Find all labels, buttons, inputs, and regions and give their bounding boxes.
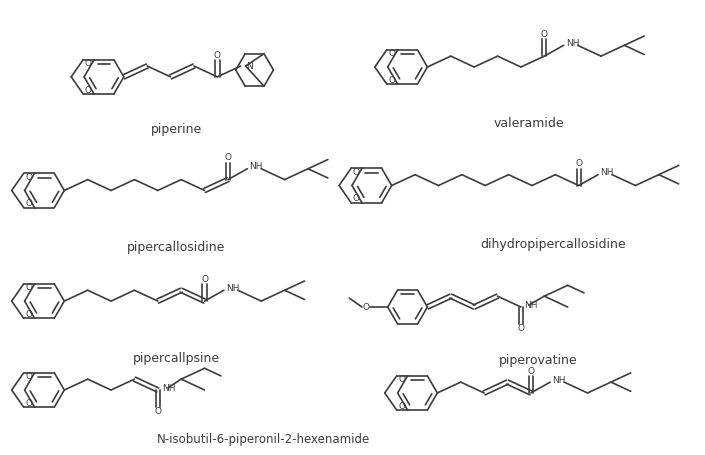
Text: O: O — [214, 51, 221, 60]
Text: O: O — [517, 324, 525, 333]
Text: O: O — [154, 407, 161, 416]
Text: O: O — [201, 275, 208, 284]
Text: NH: NH — [552, 376, 565, 384]
Text: NH: NH — [226, 284, 240, 293]
Text: O: O — [352, 168, 360, 177]
Text: O: O — [25, 399, 32, 408]
Text: N-isobutil-6-piperonil-2-hexenamide: N-isobutil-6-piperonil-2-hexenamide — [157, 433, 370, 446]
Text: NH: NH — [524, 301, 537, 309]
Text: N: N — [245, 61, 252, 71]
Text: O: O — [25, 173, 32, 182]
Text: O: O — [25, 372, 32, 381]
Text: O: O — [388, 76, 396, 85]
Text: NH: NH — [565, 39, 580, 48]
Text: O: O — [85, 86, 92, 95]
Text: O: O — [575, 159, 582, 168]
Text: piperine: piperine — [151, 123, 202, 136]
Text: NH: NH — [600, 168, 613, 177]
Text: O: O — [398, 402, 405, 410]
Text: O: O — [541, 30, 548, 39]
Text: O: O — [25, 199, 32, 208]
Text: dihydropipercallosidine: dihydropipercallosidine — [481, 238, 626, 251]
Text: O: O — [388, 49, 396, 58]
Text: O: O — [362, 303, 369, 312]
Text: NH: NH — [250, 162, 263, 171]
Text: O: O — [527, 367, 534, 376]
Text: piperovatine: piperovatine — [499, 354, 578, 367]
Text: NH: NH — [161, 384, 176, 393]
Text: O: O — [25, 283, 32, 293]
Text: pipercallosidine: pipercallosidine — [127, 241, 226, 254]
Text: valeramide: valeramide — [493, 117, 564, 130]
Text: pipercallpsine: pipercallpsine — [133, 352, 220, 365]
Text: O: O — [352, 194, 360, 203]
Text: O: O — [224, 153, 231, 162]
Text: O: O — [398, 375, 405, 384]
Text: O: O — [85, 59, 92, 68]
Text: O: O — [25, 310, 32, 319]
